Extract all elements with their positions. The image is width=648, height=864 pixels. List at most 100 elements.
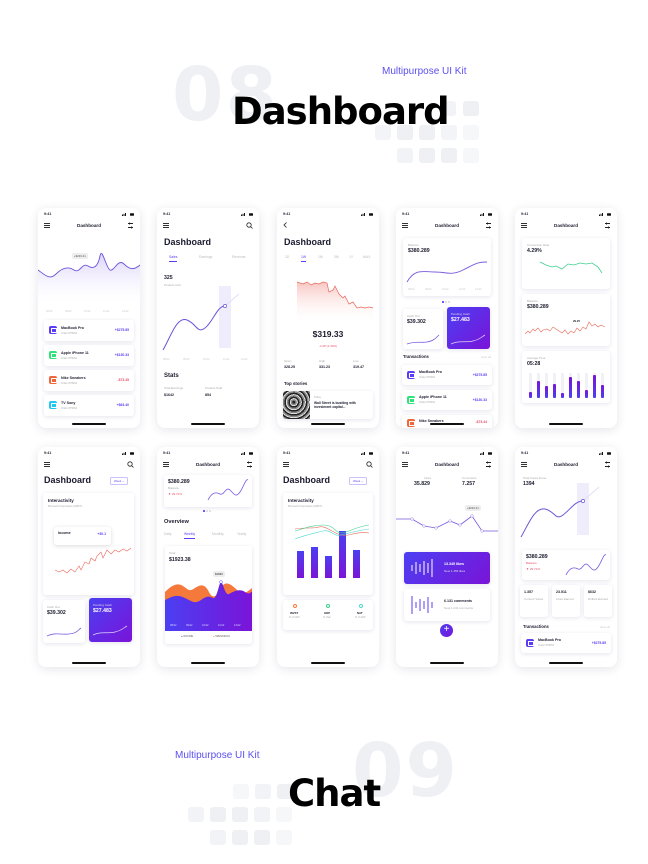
- tab-range[interactable]: MAX: [363, 255, 371, 259]
- card-title: Interactivity: [48, 498, 74, 503]
- tab-monthly[interactable]: Monthly: [212, 532, 224, 536]
- filter-icon[interactable]: [604, 461, 611, 468]
- menu-icon[interactable]: [163, 462, 169, 467]
- tab-yearly[interactable]: Yearly: [237, 532, 247, 536]
- back-icon[interactable]: [283, 222, 288, 228]
- transaction-item[interactable]: Apple iPhone 11 Order #75062 +$130.33: [402, 390, 492, 410]
- filter-icon[interactable]: [485, 222, 492, 229]
- tab-range[interactable]: 1M: [318, 255, 323, 259]
- item-order: Order #75062: [538, 644, 555, 647]
- stock-area-chart: [296, 281, 374, 325]
- item-name: TV Sony: [61, 401, 76, 405]
- view-all-link[interactable]: View all: [480, 355, 491, 359]
- x-label: 08/12: [408, 288, 415, 291]
- likes-card[interactable]: 13.345 likes New 1.456 likes: [404, 552, 490, 584]
- card-subtitle: Microsoft Corporation (MSFT): [288, 505, 323, 508]
- item-order: Order #75062: [419, 401, 436, 404]
- decor-square: [233, 784, 249, 799]
- status-icons: [480, 451, 492, 455]
- period-dropdown[interactable]: Week ⌄: [349, 477, 368, 485]
- comments-card[interactable]: 6.131 comments New 1.243 comments: [404, 589, 490, 621]
- gdp-indicator-icon: [326, 604, 330, 608]
- stock-price: $319.33: [312, 329, 344, 339]
- pending-cash-card[interactable]: Pending Cash $27.483: [447, 307, 490, 349]
- transaction-item[interactable]: MacBook Pro Order #75062 +$275.85: [402, 365, 492, 385]
- x-label: 11/12: [218, 624, 225, 627]
- tab-weekly[interactable]: Weekly: [184, 532, 196, 539]
- period-dropdown[interactable]: Week ⌄: [110, 477, 129, 485]
- phone-screen-transactions-wave: 9:41 Dashboard +$233.41 08/12 09/12 10/1…: [38, 208, 140, 428]
- search-icon[interactable]: [127, 461, 134, 468]
- section-kicker: Multipurpose UI Kit: [382, 66, 467, 77]
- filter-icon[interactable]: [604, 222, 611, 229]
- decor-square: [397, 125, 413, 140]
- screen-title: Dashboard: [196, 462, 220, 467]
- period-value: Week: [353, 479, 361, 483]
- view-all-link[interactable]: View all: [599, 625, 610, 629]
- decor-square: [232, 807, 248, 822]
- balance-card: $380.289 Balance ▼ 29.72%: [522, 550, 610, 580]
- tab-range[interactable]: 1W: [301, 255, 307, 262]
- transaction-item[interactable]: Apple iPhone 11 Order #75062 +$130.33: [44, 345, 134, 366]
- x-label: 09/12: [186, 624, 193, 627]
- tab-revenue[interactable]: Revenue: [232, 255, 246, 259]
- section-number: 09: [352, 728, 459, 814]
- audio-bars-icon: [411, 596, 433, 614]
- story-card[interactable]: Today Wall Street is bustling with inves…: [283, 391, 373, 419]
- transaction-item[interactable]: MacBook Pro Order #75062 +$275.85: [521, 633, 611, 653]
- menu-icon[interactable]: [44, 462, 50, 467]
- search-icon[interactable]: [246, 222, 253, 229]
- cash-out-card[interactable]: Cash Out $39.302: [43, 600, 85, 643]
- transaction-item[interactable]: Nike Sneakers -$73.44: [402, 415, 492, 428]
- tab-range[interactable]: 1Y: [349, 255, 354, 259]
- cash-out-card[interactable]: Cash Out $39.302: [403, 309, 443, 349]
- income-tooltip: Income +30.1: [54, 527, 111, 545]
- tab-sales[interactable]: Sales: [169, 255, 178, 262]
- decor-square: [441, 125, 457, 140]
- comments-value: 7.257: [462, 481, 475, 487]
- x-label: 10/12: [202, 624, 209, 627]
- pending-cash-card[interactable]: Pending Cash $27.483: [89, 598, 132, 642]
- tab-earnings[interactable]: Earnings: [199, 255, 213, 259]
- low-value: 319.47: [353, 365, 364, 369]
- income-spendings-area-chart: [165, 580, 252, 631]
- filter-icon[interactable]: [246, 461, 253, 468]
- search-icon[interactable]: [366, 461, 373, 468]
- menu-icon[interactable]: [521, 462, 527, 467]
- cash-out-value: $39.302: [407, 319, 426, 325]
- filter-icon[interactable]: [485, 461, 492, 468]
- interactivity-card: Interactivity Microsoft Corporation (MSF…: [43, 493, 134, 595]
- likes-line-chart: [396, 514, 498, 533]
- x-label: 11/12: [223, 358, 230, 361]
- menu-icon[interactable]: [402, 223, 408, 228]
- status-time: 9:41: [163, 212, 171, 216]
- menu-icon[interactable]: [44, 223, 50, 228]
- item-name: MacBook Pro: [419, 370, 442, 374]
- add-button[interactable]: +: [440, 624, 453, 637]
- menu-icon[interactable]: [402, 462, 408, 467]
- stat-value: $1642: [164, 393, 174, 397]
- tab-range[interactable]: 3M: [334, 255, 339, 259]
- overview-heading: Overview: [164, 519, 189, 525]
- transaction-item[interactable]: MacBook Pro Order #75062 +$275.85: [44, 320, 134, 341]
- item-amount: +$130.33: [472, 398, 487, 402]
- conversion-line-chart: [539, 261, 603, 274]
- indicators-card: INVST % of GDP GDP % chan NAT % of GDP: [283, 600, 373, 630]
- monitor-icon: [49, 326, 57, 334]
- pagination-dots[interactable]: [442, 301, 452, 303]
- status-icons: [361, 212, 373, 216]
- sparkline: [92, 625, 128, 636]
- transaction-item[interactable]: TV Sony Order #75062 +$63.40: [44, 395, 134, 416]
- pagination-dots[interactable]: [203, 510, 213, 512]
- screen-title: Dashboard: [435, 223, 459, 228]
- decor-square: [441, 148, 457, 163]
- tab-daily[interactable]: Daily: [164, 532, 172, 536]
- filter-icon[interactable]: [127, 222, 134, 229]
- tab-range[interactable]: 1D: [285, 255, 290, 259]
- transaction-item[interactable]: Nike Sneakers Order #75062 -$73.45: [44, 370, 134, 391]
- menu-icon[interactable]: [283, 462, 289, 467]
- menu-icon[interactable]: [163, 223, 169, 228]
- phone-screen-indicators: 9:41 Dashboard Week ⌄ Interactivity Micr…: [277, 447, 379, 667]
- menu-icon[interactable]: [521, 223, 527, 228]
- screen-title: Dashboard: [77, 223, 101, 228]
